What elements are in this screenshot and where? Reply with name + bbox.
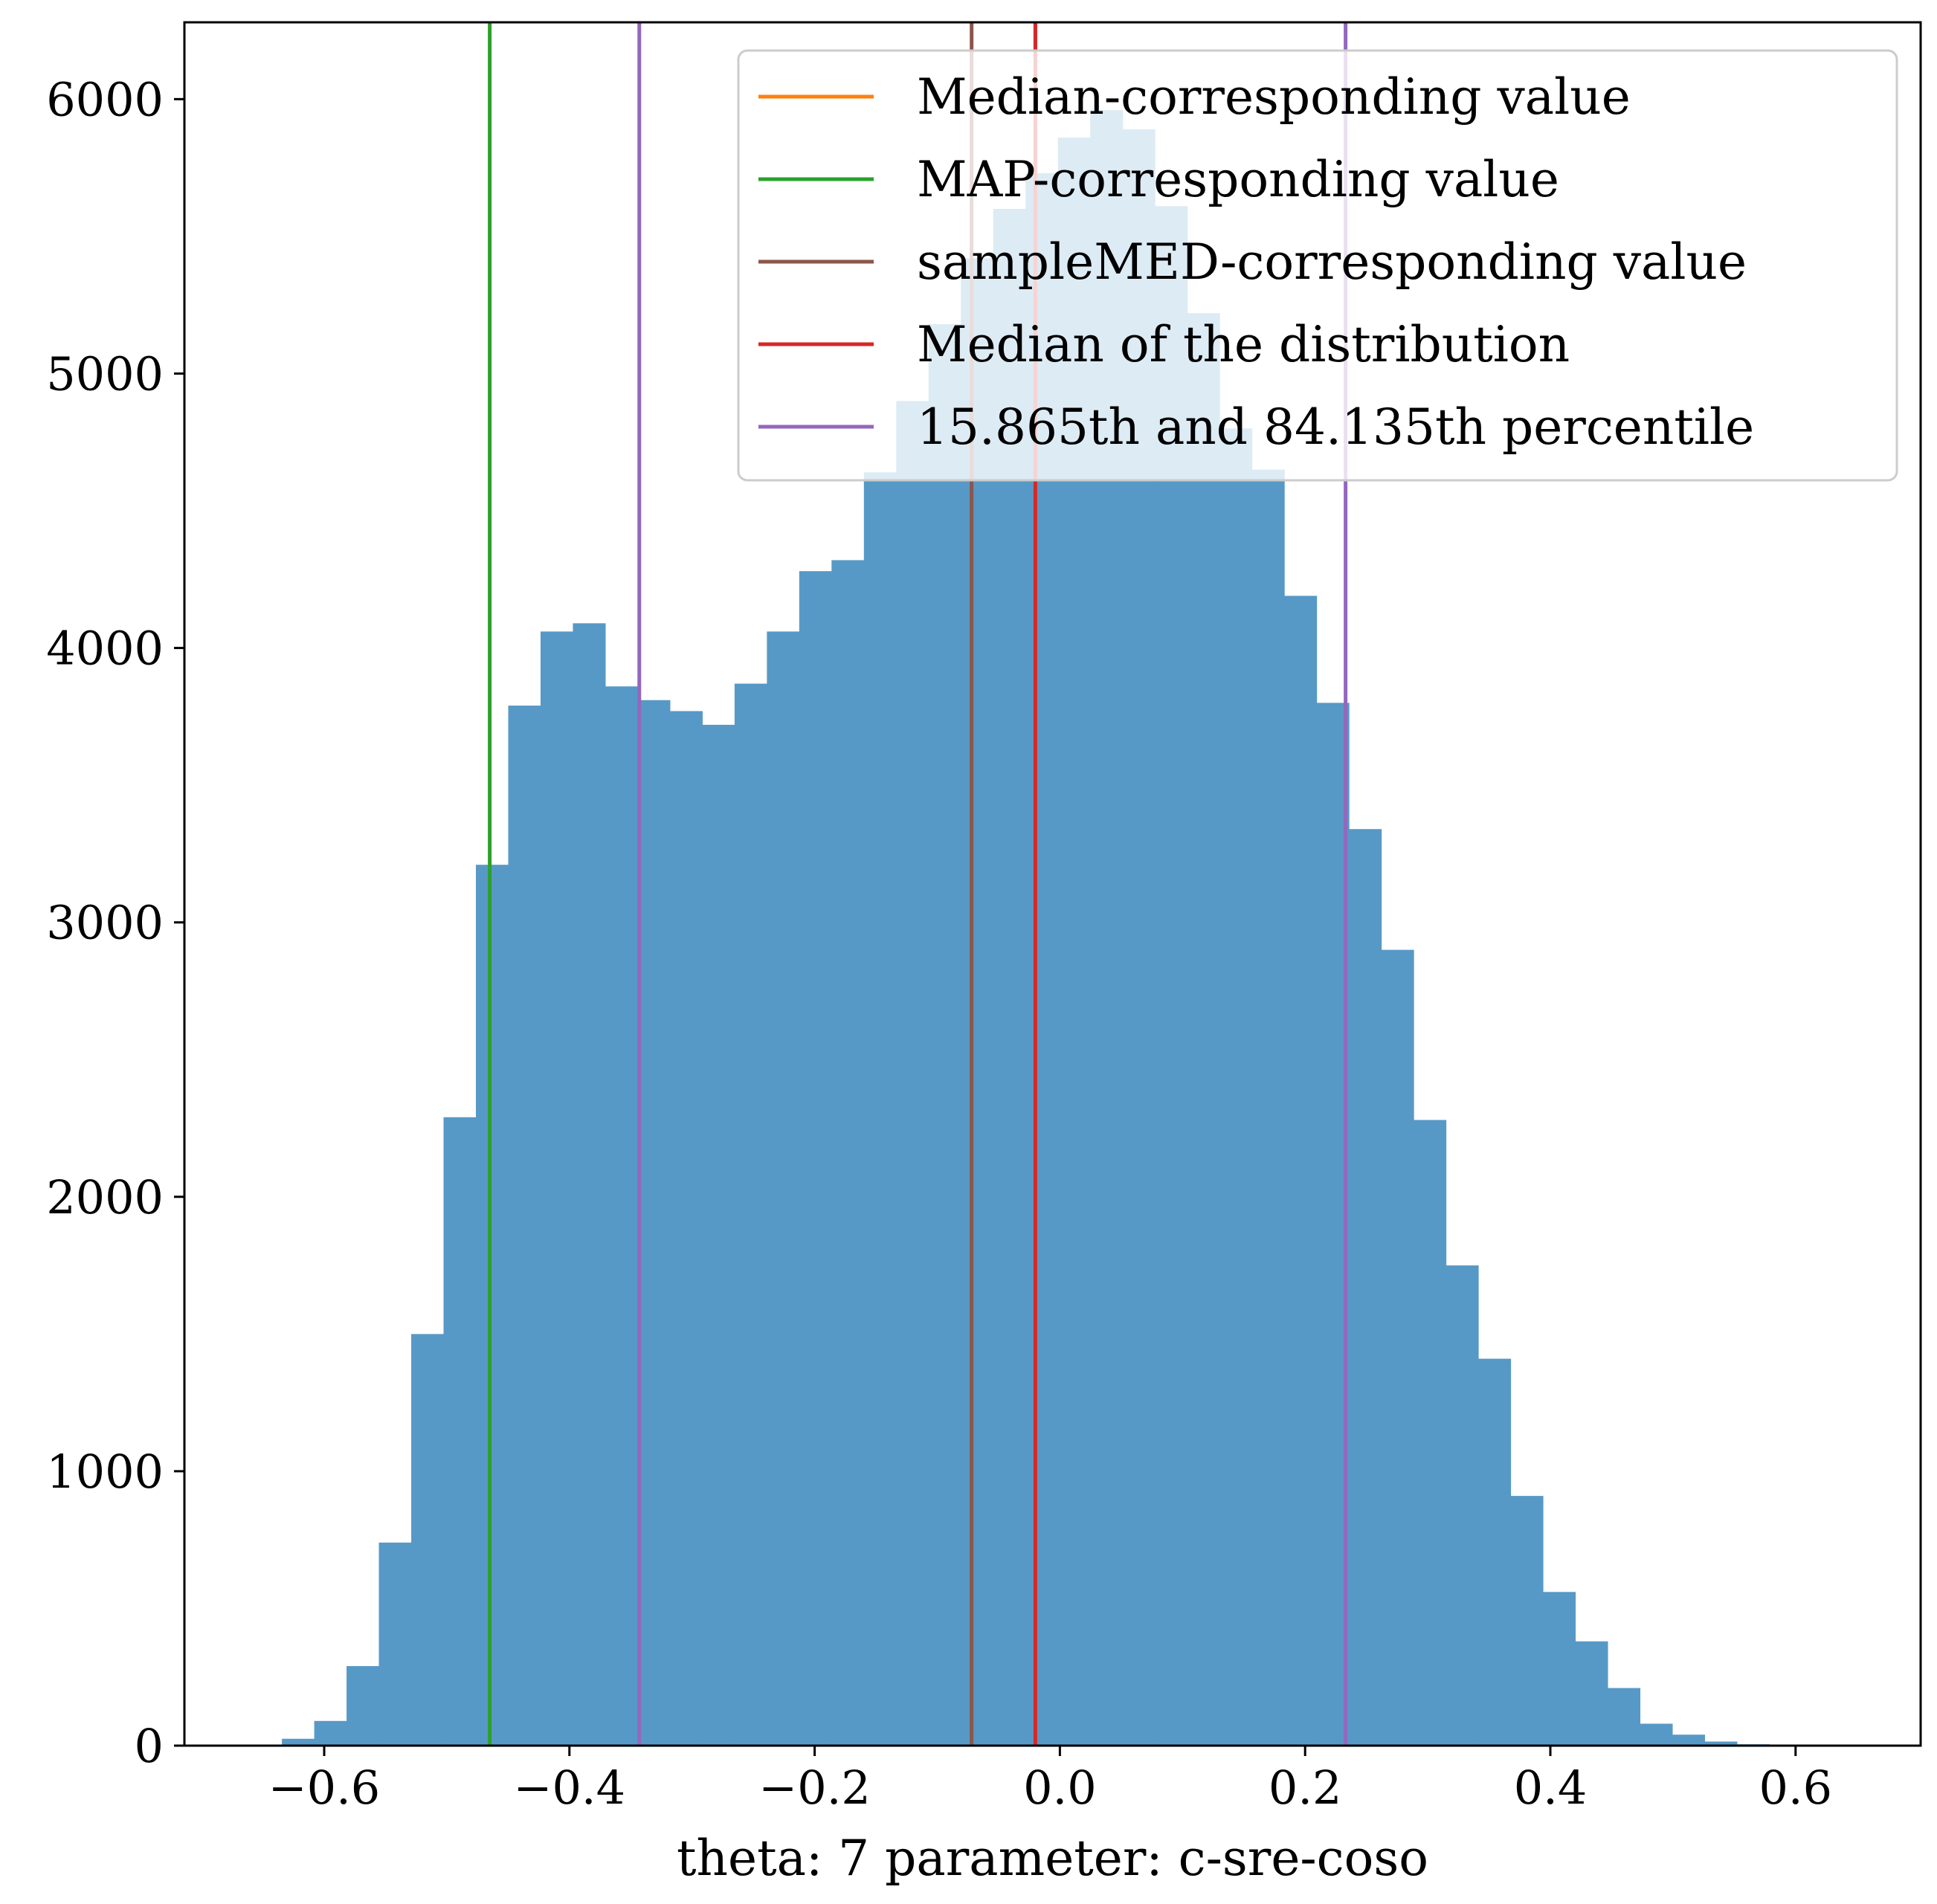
histogram-bar [573,623,606,1746]
histogram-bar [831,560,865,1746]
y-tick-label: 4000 [46,622,164,676]
histogram-bar [378,1542,412,1746]
histogram-bar [1478,1358,1512,1746]
x-axis-ticks: −0.6 −0.4 −0.2 0.0 0.2 0.4 0.6 [268,1746,1832,1815]
histogram-bar [1607,1688,1641,1746]
x-tick-label: 0.2 [1269,1761,1342,1815]
x-tick-label: −0.4 [514,1761,626,1815]
plot-frame [183,21,1922,1747]
histogram-bar [1219,428,1253,1746]
y-tick-label: 6000 [46,72,164,126]
histogram-bar [476,865,509,1746]
histogram-bar [540,631,574,1746]
histogram-bar [1542,1592,1576,1746]
histogram-bar [896,401,929,1746]
legend-label: Median of the distribution [917,316,1570,373]
legend: Median-corresponding value MAP-correspond… [737,49,1898,482]
histogram-bar [799,571,832,1746]
y-tick-label: 2000 [46,1170,164,1224]
histogram-bar [1704,1741,1738,1746]
histogram-bar [637,700,671,1746]
x-tick-label: −0.6 [268,1761,381,1815]
y-tick-label: 5000 [46,346,164,401]
histogram-bar [1187,313,1220,1746]
histogram-bar [1381,949,1414,1746]
histogram-bar [1672,1734,1706,1746]
histogram-bar [1446,1265,1479,1746]
histogram-bar [961,258,994,1746]
histogram-bar [734,683,767,1746]
histogram-bar [282,1738,315,1746]
histogram-bar [314,1720,347,1746]
legend-label: 15.865th and 84.135th percentile [917,398,1754,456]
histogram-bar [669,711,703,1746]
x-tick-label: 0.6 [1759,1761,1832,1815]
legend-label: sampleMED-corresponding value [917,233,1747,291]
y-tick-label: 3000 [46,896,164,950]
histogram-bar [347,1665,380,1746]
histogram-bar [1251,469,1285,1746]
x-tick-label: 0.4 [1514,1761,1588,1815]
y-axis-ticks: 0 1000 2000 3000 4000 5000 6000 [46,72,184,1773]
histogram-bar [1575,1641,1608,1746]
histogram-bar [443,1117,477,1746]
histogram-bar [411,1334,445,1746]
y-tick-label: 0 [135,1719,164,1773]
histogram-bar [928,324,961,1746]
histogram-bar [1349,829,1382,1746]
histogram-bar [702,724,735,1746]
legend-box [737,49,1898,482]
histogram-bar [508,706,541,1746]
y-tick-label: 1000 [46,1445,164,1499]
x-tick-label: −0.2 [758,1761,871,1815]
histogram-bar [1510,1496,1544,1746]
legend-label: Median-corresponding value [917,68,1631,126]
histogram-bar [1284,596,1318,1746]
histogram-bar [767,631,800,1746]
histogram-bar [1640,1723,1673,1746]
x-axis-label: theta: 7 parameter: c-sre-coso [677,1830,1428,1887]
histogram-bar [1414,1120,1447,1746]
x-tick-label: 0.0 [1023,1761,1097,1815]
legend-label: MAP-corresponding value [917,151,1559,208]
histogram-bar [863,472,897,1746]
histogram-bar [605,686,639,1746]
